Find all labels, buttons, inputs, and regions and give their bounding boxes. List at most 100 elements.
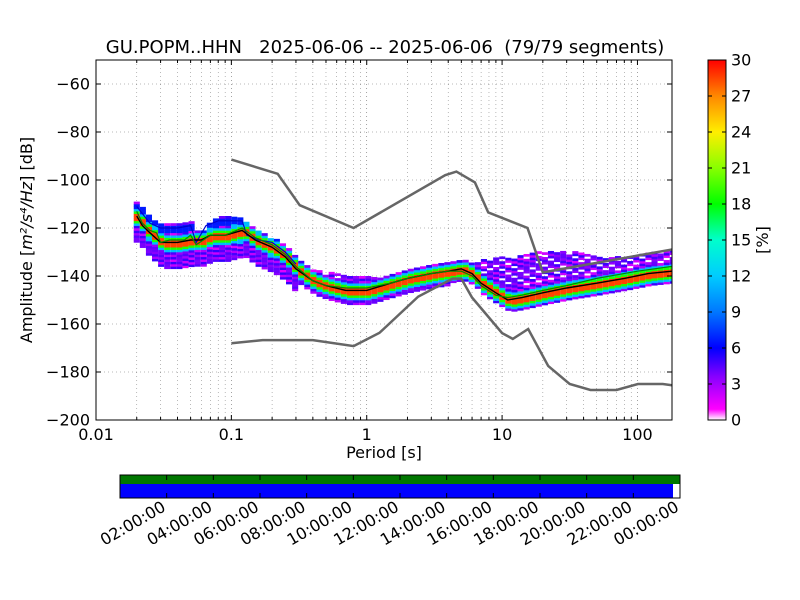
density-cell	[621, 259, 628, 263]
density-cell	[237, 234, 244, 237]
density-cell	[663, 255, 670, 258]
density-cell	[523, 299, 530, 303]
density-cell	[182, 246, 189, 249]
density-cell	[560, 250, 567, 254]
density-cell	[669, 269, 672, 272]
density-cell	[194, 259, 201, 262]
density-cell	[286, 262, 293, 266]
density-cell	[200, 230, 207, 234]
density-cell	[322, 293, 329, 297]
density-cell	[212, 218, 220, 222]
density-cell	[176, 264, 183, 267]
density-cell	[639, 280, 646, 283]
density-cell	[328, 291, 335, 294]
density-cell	[286, 267, 293, 270]
density-cell	[395, 274, 402, 278]
density-cell	[535, 299, 542, 302]
density-cell	[261, 245, 268, 248]
density-cell	[243, 250, 250, 254]
density-cell	[206, 237, 213, 240]
density-cell	[365, 290, 372, 294]
density-cell	[614, 275, 622, 278]
density-cell	[474, 266, 481, 270]
density-cell	[511, 258, 518, 262]
density-cell	[279, 264, 287, 268]
density-cell	[560, 294, 567, 297]
density-cell	[554, 295, 561, 299]
density-cell	[535, 251, 542, 254]
density-cell	[158, 256, 165, 260]
density-cell	[554, 278, 561, 282]
density-cell	[651, 254, 658, 257]
density-cell	[499, 297, 506, 300]
density-cell	[328, 283, 335, 287]
density-cell	[523, 304, 530, 308]
density-cell	[139, 221, 146, 224]
density-cell	[237, 246, 244, 249]
density-cell	[493, 259, 500, 263]
density-cell	[541, 293, 548, 296]
density-cell	[359, 278, 366, 282]
density-cell	[456, 262, 463, 266]
density-cell	[304, 267, 311, 271]
density-cell	[353, 280, 360, 284]
density-cell	[499, 256, 506, 260]
density-cell	[365, 278, 372, 282]
density-cell	[200, 235, 207, 238]
density-cell	[554, 252, 561, 255]
density-cell	[340, 294, 347, 297]
density-cell	[432, 275, 439, 279]
density-cell	[578, 288, 585, 292]
density-cell	[158, 230, 165, 234]
density-cell	[231, 228, 238, 232]
density-cell	[627, 285, 634, 288]
density-cell	[420, 271, 427, 274]
density-cell	[474, 269, 481, 273]
density-cell	[621, 283, 628, 287]
density-cell	[188, 249, 195, 253]
density-cell	[158, 252, 165, 255]
density-cell	[212, 242, 220, 246]
density-cell	[560, 289, 567, 293]
density-cell	[517, 283, 524, 287]
density-cell	[170, 252, 177, 255]
density-cell	[578, 290, 585, 294]
density-cell	[554, 254, 561, 258]
density-cell	[310, 276, 317, 280]
density-cell	[237, 238, 244, 242]
density-cell	[182, 260, 189, 264]
density-cell	[158, 232, 165, 236]
density-cell	[359, 283, 366, 286]
colorbar-tick-label: 9	[731, 303, 741, 322]
density-cell	[353, 288, 360, 291]
density-cell	[529, 271, 536, 275]
density-cell	[566, 261, 573, 265]
density-cell	[206, 225, 213, 228]
density-cell	[219, 235, 226, 238]
density-cell	[645, 281, 652, 285]
density-cell	[608, 288, 615, 291]
density-cell	[231, 252, 238, 256]
density-cell	[529, 269, 536, 273]
density-cell	[420, 275, 427, 279]
mean-line	[136, 210, 672, 299]
density-cell	[584, 287, 591, 291]
density-cell	[639, 282, 646, 286]
density-cell	[346, 276, 354, 279]
density-cell	[639, 270, 646, 274]
density-cell	[590, 293, 597, 297]
density-cell	[182, 255, 189, 259]
density-cell	[219, 216, 226, 219]
density-cell	[188, 254, 195, 258]
colorbar-tick-label: 0	[731, 411, 741, 430]
density-cell	[480, 266, 488, 269]
density-cell	[535, 282, 542, 286]
density-cell	[255, 254, 262, 258]
density-cell	[480, 261, 488, 265]
density-cell	[578, 293, 585, 297]
density-cell	[505, 286, 512, 290]
density-cell	[560, 298, 567, 302]
density-cell	[480, 259, 488, 262]
density-cell	[389, 290, 396, 294]
density-cell	[176, 261, 183, 265]
